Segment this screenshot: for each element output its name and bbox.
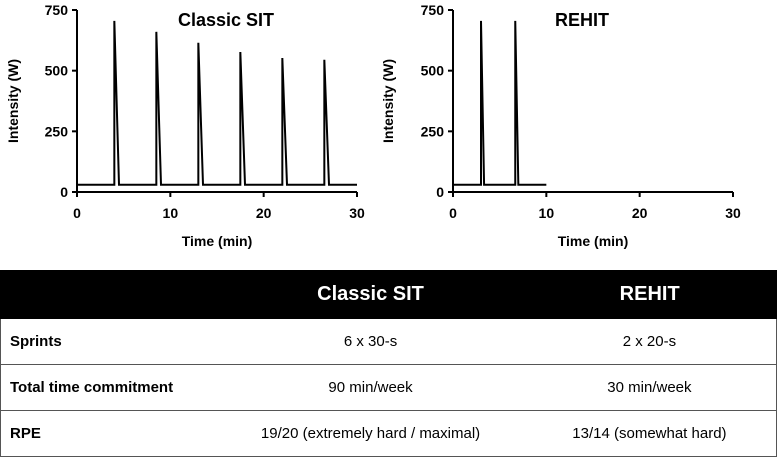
chart-title: Classic SIT [178, 10, 274, 30]
y-axis-label: Intensity (W) [5, 59, 21, 143]
classic-value: 6 x 30-s [218, 318, 523, 365]
x-axis-label: Time (min) [182, 233, 253, 249]
x-tick-label: 20 [632, 205, 648, 221]
chart-title: REHIT [555, 10, 609, 30]
rehit-value: 30 min/week [522, 364, 777, 411]
header-rehit: REHIT [522, 270, 777, 319]
rehit-value: 13/14 (somewhat hard) [522, 410, 777, 457]
x-tick-label: 10 [539, 205, 555, 221]
table-header-row: Classic SIT REHIT [0, 270, 777, 319]
y-tick-label: 250 [421, 123, 445, 139]
table-row-time-commitment: Total time commitment 90 min/week 30 min… [0, 364, 777, 411]
rehit-chart: 0 250 500 750 0 10 20 30 REHIT Time (min) Intensit… [380, 2, 741, 249]
y-tick-label: 500 [45, 63, 69, 79]
y-tick-label: 750 [45, 2, 69, 18]
intensity-series [453, 20, 547, 186]
charts-area: 0 250 500 750 0 10 20 30 Classic SIT Time (min) In… [5, 2, 741, 249]
y-tick-label: 0 [436, 184, 444, 200]
x-tick-label: 10 [163, 205, 179, 221]
comparison-table: Classic SIT REHIT Sprints 6 x 30-s 2 x 2… [0, 270, 777, 457]
y-tick-label: 750 [421, 2, 445, 18]
x-tick-label: 20 [256, 205, 272, 221]
header-classic-sit: Classic SIT [217, 270, 524, 319]
x-tick-label: 0 [73, 205, 81, 221]
x-tick-label: 30 [349, 205, 365, 221]
table-row-rpe: RPE 19/20 (extremely hard / maximal) 13/… [0, 410, 777, 457]
row-label: RPE [0, 410, 219, 457]
rehit-value: 2 x 20-s [522, 318, 777, 365]
x-tick-label: 0 [449, 205, 457, 221]
y-tick-label: 0 [60, 184, 68, 200]
classic-value: 19/20 (extremely hard / maximal) [218, 410, 523, 457]
x-axis-label: Time (min) [558, 233, 629, 249]
table-row-sprints: Sprints 6 x 30-s 2 x 20-s [0, 318, 777, 365]
y-axis-label: Intensity (W) [380, 59, 396, 143]
y-tick-label: 500 [421, 63, 445, 79]
row-label: Total time commitment [0, 364, 219, 411]
intensity-series [77, 20, 357, 186]
row-label: Sprints [0, 318, 219, 365]
classic-value: 90 min/week [218, 364, 523, 411]
header-blank [0, 270, 219, 319]
classic-sit-chart: 0 250 500 750 0 10 20 30 Classic SIT Time (min) In… [5, 2, 365, 249]
x-tick-label: 30 [725, 205, 741, 221]
y-tick-label: 250 [45, 123, 69, 139]
